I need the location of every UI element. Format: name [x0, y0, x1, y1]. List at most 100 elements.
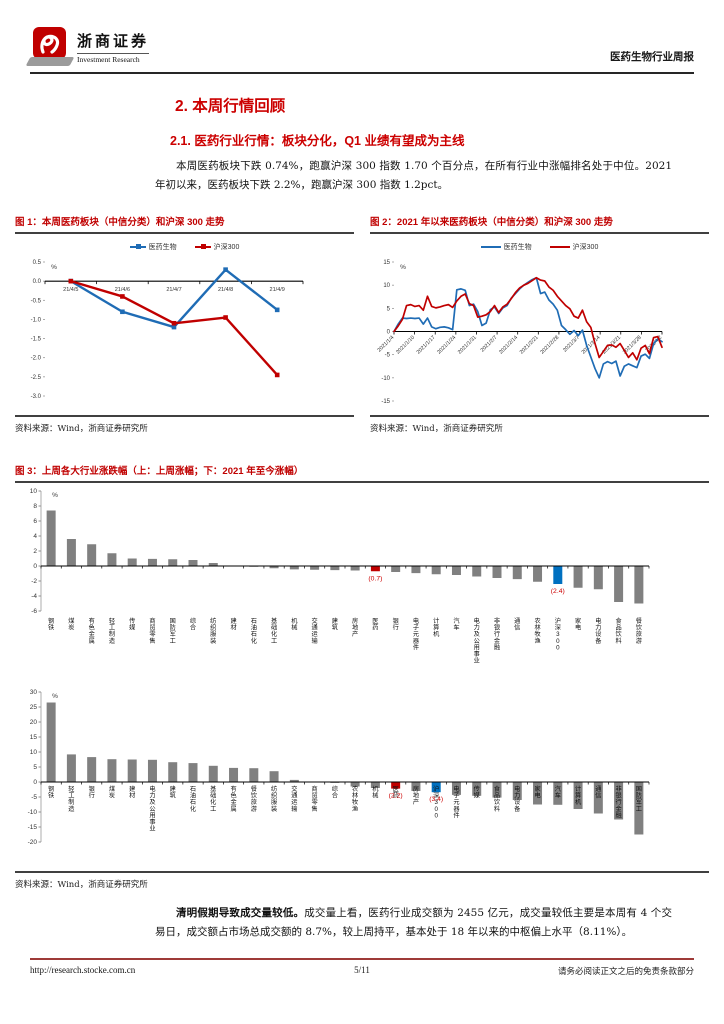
svg-text:餐饮旅游: 餐饮旅游	[251, 785, 258, 813]
page-footer: http://research.stocke.com.cn 5/11 请务必阅读…	[30, 958, 694, 977]
weekly-line-chart: 0.5 0.0 -0.5 -1.0 -1.5 -2.0 -2.5 -3.0% 21/4/5 21/…	[31, 260, 304, 400]
svg-text:房地产: 房地产	[413, 785, 419, 806]
svg-text:农林牧渔: 农林牧渔	[534, 617, 541, 645]
svg-text:-6: -6	[31, 608, 37, 615]
footer-research-url[interactable]: http://research.stocke.com.cn	[30, 965, 136, 975]
svg-text:食品饮料: 食品饮料	[616, 617, 623, 645]
svg-text:25: 25	[30, 704, 38, 711]
svg-text:电子元器件: 电子元器件	[413, 617, 420, 651]
svg-text:-1.0: -1.0	[31, 317, 42, 323]
svg-text:%: %	[51, 264, 57, 271]
svg-text:农林牧渔: 农林牧渔	[352, 785, 359, 813]
svg-text:(3.4): (3.4)	[429, 796, 443, 803]
svg-text:电力设备: 电力设备	[595, 617, 602, 645]
svg-text:银行: 银行	[89, 785, 95, 800]
svg-text:-0.5: -0.5	[31, 298, 42, 304]
svg-text:家电: 家电	[575, 617, 581, 632]
svg-text:纺织服装: 纺织服装	[210, 617, 216, 645]
svg-text:-10: -10	[381, 376, 390, 382]
svg-text:煤炭: 煤炭	[109, 785, 115, 800]
svg-text:0: 0	[387, 329, 391, 335]
svg-text:电力及公用事业: 电力及公用事业	[149, 785, 155, 833]
svg-text:轻工制造: 轻工制造	[68, 785, 74, 813]
svg-text:石油石化: 石油石化	[190, 786, 196, 813]
svg-text:非银行金融: 非银行金融	[616, 785, 623, 819]
svg-text:餐饮旅游: 餐饮旅游	[636, 617, 643, 645]
svg-text:2021/3/7: 2021/3/7	[562, 334, 581, 353]
svg-text:2021/1/4: 2021/1/4	[377, 334, 396, 353]
svg-text:(2.2): (2.2)	[389, 792, 403, 799]
svg-text:建材: 建材	[129, 785, 135, 800]
svg-text:-20: -20	[28, 839, 38, 846]
svg-text:计算机: 计算机	[575, 785, 582, 806]
svg-text:电子元器件: 电子元器件	[453, 785, 460, 819]
legend-label: 医药生物	[148, 243, 177, 251]
svg-text:石油石化: 石油石化	[251, 618, 257, 645]
legend-line-blue-icon	[480, 245, 501, 248]
svg-text:商贸零售: 商贸零售	[312, 785, 318, 813]
svg-text:钢铁: 钢铁	[48, 617, 54, 632]
svg-text:21/4/8: 21/4/8	[218, 287, 233, 293]
svg-text:建筑: 建筑	[332, 617, 339, 632]
svg-text:-10: -10	[28, 809, 38, 816]
section-title: 2. 本周行情回顾	[175, 98, 286, 115]
svg-text:%: %	[52, 492, 58, 499]
legend-item: 沪深300	[194, 242, 239, 252]
paragraph-2-rest: 成交量上看，医药行业成交额为 2455 亿元，成交量较低主要是本周有 4 个交易…	[155, 906, 672, 938]
svg-text:煤炭: 煤炭	[68, 617, 74, 632]
brand-name-en: Investment Research	[77, 53, 150, 64]
figure-1-legend: 医药生物 沪深300	[15, 234, 354, 252]
svg-text:-4: -4	[31, 593, 37, 600]
legend-label: 医药生物	[503, 243, 532, 251]
logo-shadow	[25, 57, 75, 66]
svg-text:-2.5: -2.5	[31, 375, 42, 381]
svg-text:基础化工: 基础化工	[271, 617, 277, 645]
legend-item: 医药生物	[129, 242, 177, 252]
svg-text:医药: 医药	[372, 618, 378, 632]
svg-text:21/4/5: 21/4/5	[63, 287, 78, 293]
figure-1-source: 资料来源：Wind，浙商证券研究所	[15, 414, 354, 434]
figure-2-legend: 医药生物 沪深300	[370, 234, 709, 252]
svg-text:5: 5	[387, 306, 391, 312]
legend-item: 沪深300	[549, 242, 599, 252]
svg-text:-3.0: -3.0	[31, 394, 42, 400]
figure-3-chart-area: 10 8 6 4 2 0 -2 -4 -6% 钢铁 煤炭 有色金属 轻工制造 传媒 商贸零售 国防军工 综合 纺织…	[15, 483, 709, 867]
svg-text:0.0: 0.0	[33, 279, 42, 285]
svg-text:2021/2/14: 2021/2/14	[498, 334, 519, 355]
company-logo-icon	[25, 26, 75, 66]
svg-text:0.5: 0.5	[33, 260, 42, 266]
svg-text:8: 8	[33, 503, 37, 510]
figure-2: 图 2：2021 年以来医药板块（中信分类）和沪深 300 走势 医药生物 沪深…	[370, 211, 709, 434]
svg-text:5: 5	[33, 764, 37, 771]
legend-line-red-icon	[549, 245, 570, 248]
svg-text:(2.4): (2.4)	[551, 588, 565, 595]
svg-text:-15: -15	[381, 399, 390, 405]
svg-text:21/4/7: 21/4/7	[166, 287, 181, 293]
svg-text:有色金属: 有色金属	[230, 785, 237, 813]
svg-text:计算机: 计算机	[433, 617, 440, 638]
logo-glyph-icon	[33, 27, 66, 59]
figure-2-chart-area: 15 10 5 0 -5 -10 -15% 2021/1/4 2021/1/10 2021/1/1…	[370, 252, 709, 411]
figure-2-source: 资料来源：Wind，浙商证券研究所	[370, 414, 709, 434]
svg-text:建材: 建材	[230, 617, 236, 632]
legend-label: 沪深300	[572, 243, 599, 251]
body-paragraph-2: 清明假期导致成交量较低。成交量上看，医药行业成交额为 2455 亿元，成交量较低…	[155, 904, 672, 942]
svg-text:机械: 机械	[291, 617, 298, 632]
svg-text:家电: 家电	[534, 785, 540, 800]
svg-text:综合: 综合	[190, 617, 196, 632]
svg-text:2021/1/10: 2021/1/10	[395, 334, 416, 355]
svg-text:4: 4	[33, 533, 37, 540]
brand: 浙商证券 Investment Research	[25, 26, 150, 66]
svg-text:-15: -15	[28, 824, 38, 831]
page-number: 5/11	[354, 965, 370, 975]
svg-text:钢铁: 钢铁	[48, 785, 54, 800]
svg-text:(0.7): (0.7)	[368, 575, 382, 582]
svg-text:30: 30	[30, 689, 38, 696]
svg-text:房地产: 房地产	[352, 617, 358, 638]
svg-text:商贸零售: 商贸零售	[149, 617, 155, 645]
svg-text:2: 2	[33, 548, 37, 555]
figure-3: 图 3：上周各大行业涨跌幅（上：上周涨幅；下：2021 年至今涨幅） 10 8 6 4…	[15, 460, 709, 890]
